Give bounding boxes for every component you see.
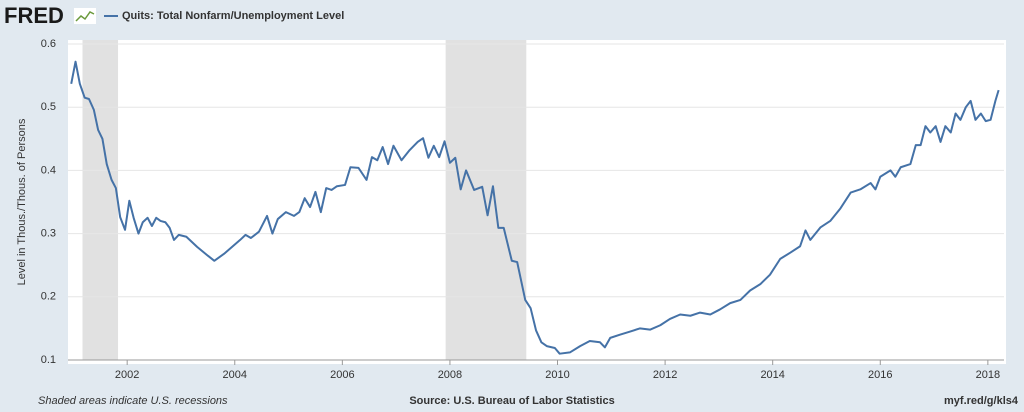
y-tick-label: 0.3 [41,228,56,240]
logo: FRED [4,3,64,28]
x-tick-label: 2004 [223,369,247,381]
x-tick-label: 2018 [976,369,1000,381]
y-tick-label: 0.4 [41,164,56,176]
legend-label: Quits: Total Nonfarm/Unemployment Level [122,10,344,22]
x-tick-label: 2002 [115,369,139,381]
y-tick-label: 0.1 [41,354,56,366]
y-tick-label: 0.2 [41,291,56,303]
link: myf.red/g/kls4 [944,395,1019,407]
recession-note: Shaded areas indicate U.S. recessions [38,395,228,407]
series-line [70,60,1000,355]
x-tick-label: 2014 [760,369,784,381]
y-tick-label: 0.5 [41,101,56,113]
x-tick-label: 2008 [438,369,462,381]
plot-area [68,40,1006,364]
y-tick-label: 0.6 [41,38,56,50]
recession-band [82,40,119,360]
x-tick-label: 2016 [868,369,892,381]
x-tick-label: 2012 [653,369,677,381]
y-axis-label: Level in Thous./Thous. of Persons [16,118,28,285]
x-tick-label: 2006 [330,369,354,381]
logo-icon [74,8,96,24]
source: Source: U.S. Bureau of Labor Statistics [409,395,614,407]
recession-band [445,40,527,360]
x-tick-label: 2010 [545,369,569,381]
